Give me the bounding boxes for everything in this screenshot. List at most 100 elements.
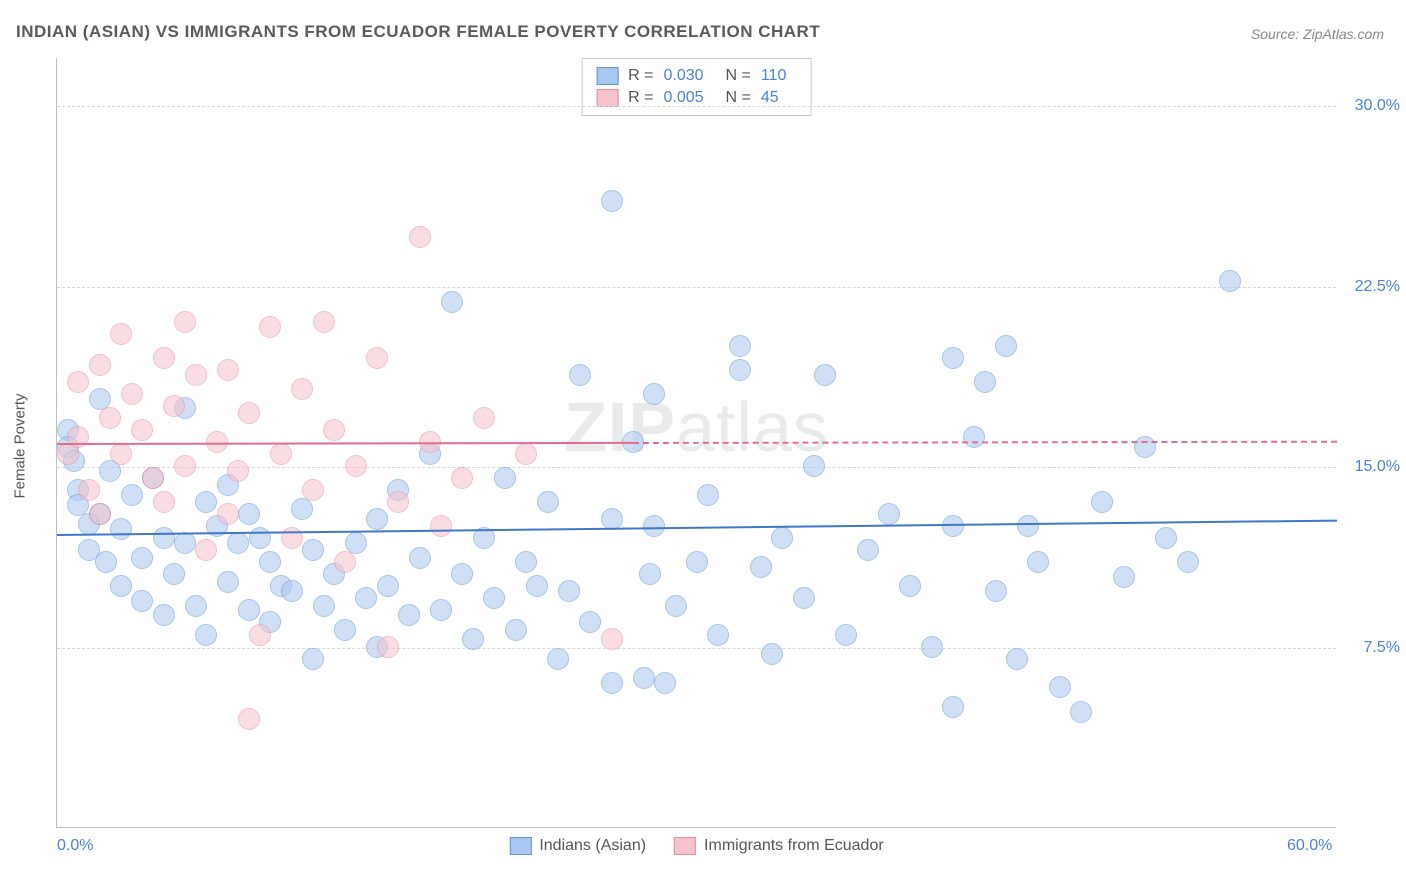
y-tick-label: 15.0% <box>1355 458 1400 476</box>
scatter-point <box>515 551 537 573</box>
scatter-point <box>185 595 207 617</box>
scatter-point <box>398 604 420 626</box>
n-value: 45 <box>761 89 797 107</box>
scatter-point <box>110 518 132 540</box>
scatter-point <box>633 667 655 689</box>
gridline <box>57 648 1336 649</box>
gridline <box>57 287 1336 288</box>
scatter-point <box>835 624 857 646</box>
scatter-point <box>1155 527 1177 549</box>
scatter-point <box>697 484 719 506</box>
scatter-point <box>639 563 661 585</box>
scatter-point <box>942 696 964 718</box>
scatter-point <box>174 455 196 477</box>
scatter-point <box>1091 491 1113 513</box>
scatter-point <box>803 455 825 477</box>
scatter-point <box>494 467 516 489</box>
scatter-point <box>483 587 505 609</box>
scatter-point <box>761 643 783 665</box>
scatter-point <box>515 443 537 465</box>
scatter-point <box>302 479 324 501</box>
legend-swatch <box>674 837 696 855</box>
scatter-point <box>974 371 996 393</box>
scatter-point <box>601 672 623 694</box>
scatter-point <box>249 624 271 646</box>
scatter-point <box>558 580 580 602</box>
scatter-point <box>366 347 388 369</box>
scatter-point <box>601 190 623 212</box>
scatter-point <box>355 587 377 609</box>
scatter-point <box>601 628 623 650</box>
scatter-point <box>110 443 132 465</box>
trend-line-dashed <box>633 441 1337 444</box>
scatter-point <box>163 395 185 417</box>
scatter-point <box>963 426 985 448</box>
scatter-chart: ZIPatlas R =0.030N =110R =0.005N =45 Ind… <box>56 58 1336 828</box>
stats-row: R =0.030N =110 <box>596 65 797 87</box>
scatter-point <box>249 527 271 549</box>
scatter-point <box>451 467 473 489</box>
scatter-point <box>174 532 196 554</box>
scatter-point <box>313 311 335 333</box>
scatter-point <box>195 624 217 646</box>
scatter-point <box>441 291 463 313</box>
scatter-point <box>227 532 249 554</box>
scatter-point <box>345 455 367 477</box>
y-axis-label: Female Poverty <box>12 393 29 498</box>
scatter-point <box>1027 551 1049 573</box>
scatter-point <box>878 503 900 525</box>
scatter-point <box>67 371 89 393</box>
scatter-point <box>547 648 569 670</box>
scatter-point <box>654 672 676 694</box>
scatter-point <box>217 359 239 381</box>
scatter-point <box>217 503 239 525</box>
y-tick-label: 7.5% <box>1364 639 1400 657</box>
scatter-point <box>430 599 452 621</box>
scatter-point <box>238 402 260 424</box>
scatter-point <box>259 551 281 573</box>
scatter-point <box>451 563 473 585</box>
scatter-point <box>153 604 175 626</box>
scatter-point <box>238 708 260 730</box>
series-legend: Indians (Asian)Immigrants from Ecuador <box>509 837 883 855</box>
r-label: R = <box>628 89 653 107</box>
scatter-point <box>1134 436 1156 458</box>
scatter-point <box>195 491 217 513</box>
scatter-point <box>942 347 964 369</box>
scatter-point <box>665 595 687 617</box>
legend-item: Indians (Asian) <box>509 837 646 855</box>
source-label: Source: ZipAtlas.com <box>1251 26 1384 42</box>
scatter-point <box>302 539 324 561</box>
scatter-point <box>185 364 207 386</box>
scatter-point <box>78 479 100 501</box>
legend-swatch <box>509 837 531 855</box>
r-label: R = <box>628 67 653 85</box>
scatter-point <box>238 599 260 621</box>
scatter-point <box>995 335 1017 357</box>
x-tick-label: 60.0% <box>1287 837 1332 855</box>
scatter-point <box>430 515 452 537</box>
scatter-point <box>857 539 879 561</box>
scatter-point <box>270 443 292 465</box>
scatter-point <box>313 595 335 617</box>
n-value: 110 <box>761 67 797 85</box>
scatter-point <box>771 527 793 549</box>
scatter-point <box>377 575 399 597</box>
n-label: N = <box>726 67 751 85</box>
scatter-point <box>302 648 324 670</box>
scatter-point <box>579 611 601 633</box>
watermark: ZIPatlas <box>564 387 829 467</box>
scatter-point <box>409 226 431 248</box>
scatter-point <box>238 503 260 525</box>
x-tick-label: 0.0% <box>57 837 93 855</box>
scatter-point <box>291 498 313 520</box>
scatter-point <box>473 407 495 429</box>
scatter-point <box>131 590 153 612</box>
scatter-point <box>814 364 836 386</box>
scatter-point <box>174 311 196 333</box>
scatter-point <box>1219 270 1241 292</box>
scatter-point <box>153 347 175 369</box>
scatter-point <box>387 491 409 513</box>
scatter-point <box>334 619 356 641</box>
scatter-point <box>99 407 121 429</box>
